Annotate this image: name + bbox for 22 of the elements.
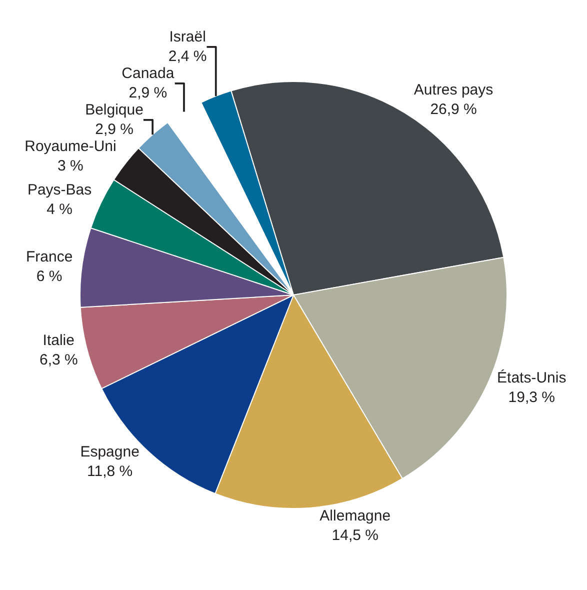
data-label: 2,9 % [95,121,134,138]
data-label: 3 % [58,158,84,175]
data-label: 6,3 % [39,351,78,368]
slice-label: Canada [122,65,175,82]
data-label: 26,9 % [430,100,477,118]
slice-label: Autres pays [414,81,494,98]
data-label: 2,9 % [128,84,168,102]
slice-label: Allemagne [320,508,391,525]
data-label: 14,5 % [332,527,378,544]
slice-label: Israël [169,28,206,46]
slice-label: Belgique [85,102,144,119]
slice-label: Royaume-Uni [24,138,116,156]
slice-label: États-Unis [497,368,566,386]
data-label: 2,4 % [168,48,207,66]
slice-label: Italie [42,332,74,349]
slice-label: Espagne [80,443,140,460]
slice-label: France [26,248,73,266]
slice-label: Pays-Bas [27,182,92,199]
data-label: 4 % [46,201,72,218]
data-label: 11,8 % [87,462,133,480]
data-label: 19,3 % [508,388,555,406]
data-label: 6 % [36,268,62,286]
